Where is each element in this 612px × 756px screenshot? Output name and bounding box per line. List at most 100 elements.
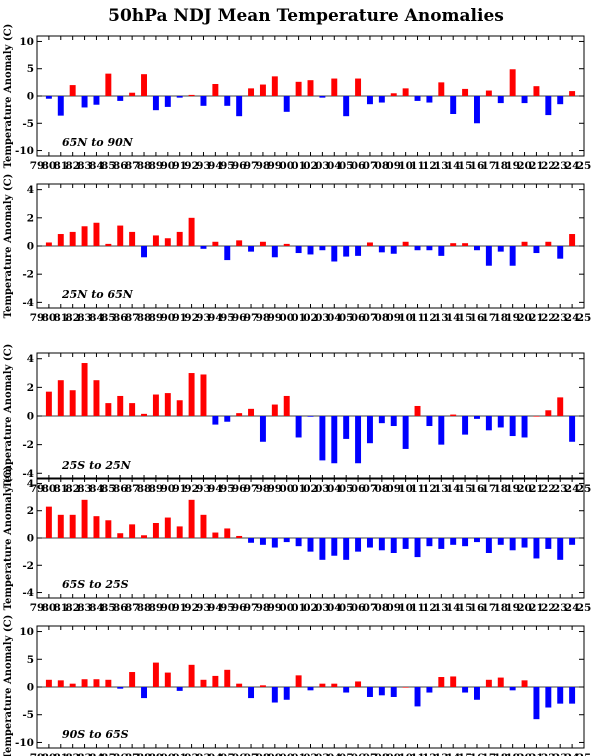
x-tick-label: 93 bbox=[196, 160, 211, 172]
bar-17 bbox=[485, 90, 492, 96]
bar-93 bbox=[200, 514, 207, 538]
x-tick-label: 83 bbox=[77, 160, 92, 172]
x-tick-label: 07 bbox=[363, 602, 378, 614]
x-tick-label: 07 bbox=[363, 312, 378, 324]
x-tick-label: 96 bbox=[232, 483, 247, 495]
bar-97 bbox=[248, 687, 255, 699]
bar-99 bbox=[271, 76, 278, 96]
x-tick-label: 94 bbox=[208, 160, 223, 172]
y-tick-label: -10 bbox=[15, 737, 34, 749]
bar-24 bbox=[569, 687, 576, 704]
bar-96 bbox=[236, 240, 243, 246]
x-tick-label: 13 bbox=[434, 602, 449, 614]
x-tick-label: 15 bbox=[458, 752, 473, 756]
x-tick-label: 84 bbox=[89, 160, 104, 172]
bar-07 bbox=[366, 96, 373, 105]
bar-03 bbox=[319, 683, 326, 687]
x-tick-label: 13 bbox=[434, 752, 449, 756]
bar-00 bbox=[283, 395, 290, 416]
x-tick-label: 12 bbox=[422, 752, 437, 756]
x-tick-label: 17 bbox=[482, 312, 497, 324]
bar-16 bbox=[474, 96, 480, 124]
bar-02 bbox=[307, 416, 314, 417]
bar-16 bbox=[474, 538, 480, 543]
bar-90 bbox=[164, 238, 171, 246]
bar-80 bbox=[45, 679, 52, 687]
x-tick-label: 21 bbox=[529, 752, 544, 756]
x-tick-label: 19 bbox=[505, 483, 520, 495]
bar-14 bbox=[450, 243, 457, 246]
x-tick-label: 07 bbox=[363, 483, 378, 495]
x-tick-label: 08 bbox=[375, 312, 390, 324]
y-tick-label: 10 bbox=[19, 36, 34, 48]
x-tick-label: 11 bbox=[410, 312, 425, 324]
x-tick-label: 00 bbox=[279, 602, 294, 614]
x-tick-label: 15 bbox=[458, 483, 473, 495]
x-tick-label: 18 bbox=[493, 602, 508, 614]
x-tick-label: 83 bbox=[77, 752, 92, 756]
bar-89 bbox=[152, 235, 159, 246]
x-tick-label: 19 bbox=[505, 160, 520, 172]
x-tick-label: 24 bbox=[565, 312, 580, 324]
bar-05 bbox=[343, 538, 350, 560]
x-tick-label: 84 bbox=[89, 602, 104, 614]
x-tick-label: 17 bbox=[482, 483, 497, 495]
x-tick-label: 23 bbox=[553, 483, 568, 495]
x-tick-label: 24 bbox=[565, 602, 580, 614]
x-tick-label: 89 bbox=[149, 752, 164, 756]
bar-12 bbox=[426, 687, 433, 693]
bar-85 bbox=[105, 73, 112, 96]
x-tick-label: 00 bbox=[279, 752, 294, 756]
region-label: 90S to 65S bbox=[62, 728, 129, 741]
x-tick-label: 89 bbox=[149, 602, 164, 614]
bar-96 bbox=[236, 413, 243, 416]
bar-85 bbox=[105, 403, 112, 416]
x-tick-label: 15 bbox=[458, 160, 473, 172]
bar-12 bbox=[426, 538, 433, 547]
x-tick-label: 23 bbox=[553, 312, 568, 324]
x-tick-label: 17 bbox=[482, 160, 497, 172]
x-tick-label: 06 bbox=[351, 160, 366, 172]
bar-17 bbox=[485, 679, 492, 687]
bar-96 bbox=[236, 96, 243, 117]
bar-84 bbox=[93, 96, 100, 105]
x-tick-label: 19 bbox=[505, 312, 520, 324]
bar-07 bbox=[366, 416, 373, 444]
x-tick-label: 20 bbox=[517, 160, 532, 172]
bar-85 bbox=[105, 243, 112, 246]
y-tick-label: 0 bbox=[27, 91, 34, 103]
x-tick-label: 85 bbox=[101, 160, 116, 172]
bar-02 bbox=[307, 687, 314, 691]
x-tick-label: 86 bbox=[113, 752, 128, 756]
x-tick-label: 96 bbox=[232, 312, 247, 324]
x-tick-label: 20 bbox=[517, 312, 532, 324]
x-tick-label: 93 bbox=[196, 483, 211, 495]
x-tick-label: 21 bbox=[529, 312, 544, 324]
x-tick-label: 82 bbox=[65, 160, 80, 172]
x-tick-label: 15 bbox=[458, 602, 473, 614]
bar-14 bbox=[450, 414, 457, 416]
bar-03 bbox=[319, 246, 326, 251]
bar-00 bbox=[283, 687, 290, 700]
x-tick-label: 24 bbox=[565, 483, 580, 495]
bar-23 bbox=[557, 397, 564, 416]
x-tick-label: 05 bbox=[339, 602, 354, 614]
bar-19 bbox=[509, 69, 516, 96]
bar-24 bbox=[569, 416, 576, 442]
x-tick-label: 13 bbox=[434, 312, 449, 324]
x-tick-label: 03 bbox=[315, 160, 330, 172]
bar-09 bbox=[390, 538, 397, 553]
bar-10 bbox=[402, 88, 409, 96]
bar-09 bbox=[390, 416, 397, 427]
x-tick-label: 95 bbox=[220, 160, 235, 172]
bar-05 bbox=[343, 416, 350, 439]
x-tick-label: 25 bbox=[577, 752, 592, 756]
x-tick-label: 97 bbox=[244, 752, 259, 756]
x-tick-label: 05 bbox=[339, 312, 354, 324]
x-tick-label: 18 bbox=[493, 312, 508, 324]
bar-80 bbox=[45, 96, 52, 99]
bar-09 bbox=[390, 246, 397, 254]
x-tick-label: 11 bbox=[410, 602, 425, 614]
bar-82 bbox=[69, 683, 76, 687]
bar-02 bbox=[307, 80, 314, 96]
